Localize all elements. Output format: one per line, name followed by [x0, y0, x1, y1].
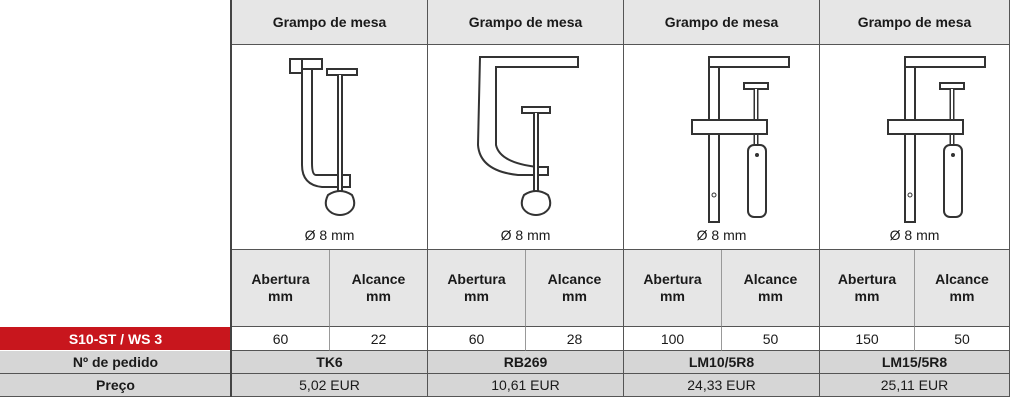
- opening-label: Abertura mm: [820, 250, 915, 327]
- column-title: Grampo de mesa: [820, 0, 1010, 45]
- order-number-text: TK6: [316, 354, 343, 370]
- row-label: Nº de pedido: [0, 351, 232, 374]
- diameter: Ø 8 mm: [428, 220, 624, 250]
- reach-label-text: Alcance mm: [351, 271, 406, 304]
- clamp-drawing: [887, 56, 986, 223]
- row-label-text: Preço: [96, 377, 135, 393]
- row-label-text: Nº de pedido: [72, 354, 159, 370]
- reach-text: 50: [954, 330, 970, 347]
- opening-label-text: Abertura mm: [837, 271, 897, 304]
- opening: 60: [232, 327, 330, 351]
- opening: 60: [428, 327, 526, 351]
- price-text: 10,61 EUR: [491, 377, 560, 393]
- reach-label: Alcance mm: [526, 250, 624, 327]
- diameter-text: Ø 8 mm: [889, 226, 940, 243]
- image-cell: [428, 45, 624, 250]
- row-label: S10-ST / WS 3: [0, 327, 232, 351]
- opening-text: 150: [855, 330, 879, 347]
- column-title-text: Grampo de mesa: [468, 14, 583, 30]
- price: 10,61 EUR: [428, 374, 624, 397]
- diameter-text: Ø 8 mm: [696, 226, 747, 243]
- opening-text: 100: [660, 330, 685, 347]
- opening-label-text: Abertura mm: [251, 271, 310, 304]
- order-number-text: RB269: [503, 354, 548, 370]
- column-title-text: Grampo de mesa: [272, 14, 387, 30]
- order-number: LM15/5R8: [820, 351, 1010, 374]
- opening: 100: [624, 327, 722, 351]
- opening-text: 60: [468, 330, 485, 347]
- clamp-drawing: [476, 56, 579, 216]
- row-label-text: S10-ST / WS 3: [68, 330, 163, 347]
- reach-label-text: Alcance mm: [743, 271, 798, 304]
- reach-text: 22: [370, 330, 387, 347]
- order-number-text: LM10/5R8: [688, 354, 755, 370]
- order-number: TK6: [232, 351, 428, 374]
- opening: 150: [820, 327, 915, 351]
- opening-label-text: Abertura mm: [447, 271, 506, 304]
- order-number: LM10/5R8: [624, 351, 820, 374]
- clamp-drawing: [691, 56, 790, 223]
- reach: 50: [722, 327, 820, 351]
- column-title-text: Grampo de mesa: [857, 14, 972, 30]
- reach: 50: [915, 327, 1010, 351]
- table-edge: [230, 0, 232, 397]
- column-title: Grampo de mesa: [624, 0, 820, 45]
- diameter: Ø 8 mm: [232, 220, 428, 250]
- column-title: Grampo de mesa: [232, 0, 428, 45]
- price-text: 24,33 EUR: [687, 377, 756, 393]
- reach-text: 28: [566, 330, 583, 347]
- diameter: Ø 8 mm: [820, 220, 1010, 250]
- reach-label: Alcance mm: [915, 250, 1010, 327]
- reach-label-text: Alcance mm: [935, 271, 989, 304]
- reach-label: Alcance mm: [330, 250, 428, 327]
- column-title: Grampo de mesa: [428, 0, 624, 45]
- row-label: Preço: [0, 374, 232, 397]
- reach-text: 50: [762, 330, 779, 347]
- column-title-text: Grampo de mesa: [664, 14, 779, 30]
- price-text: 25,11 EUR: [880, 377, 949, 393]
- clamp-drawing: [289, 58, 358, 216]
- diameter: Ø 8 mm: [624, 220, 820, 250]
- diameter-text: Ø 8 mm: [304, 226, 355, 243]
- reach-label: Alcance mm: [722, 250, 820, 327]
- opening-text: 60: [272, 330, 289, 347]
- price-text: 5,02 EUR: [299, 377, 360, 393]
- opening-label: Abertura mm: [428, 250, 526, 327]
- price: 24,33 EUR: [624, 374, 820, 397]
- price: 25,11 EUR: [820, 374, 1010, 397]
- image-cell: [820, 45, 1010, 250]
- image-cell: [232, 45, 428, 250]
- reach: 28: [526, 327, 624, 351]
- diameter-text: Ø 8 mm: [500, 226, 551, 243]
- order-number-text: LM15/5R8: [881, 354, 948, 370]
- price: 5,02 EUR: [232, 374, 428, 397]
- image-cell: [624, 45, 820, 250]
- opening-label: Abertura mm: [232, 250, 330, 327]
- order-number: RB269: [428, 351, 624, 374]
- opening-label: Abertura mm: [624, 250, 722, 327]
- opening-label-text: Abertura mm: [643, 271, 702, 304]
- reach: 22: [330, 327, 428, 351]
- reach-label-text: Alcance mm: [547, 271, 602, 304]
